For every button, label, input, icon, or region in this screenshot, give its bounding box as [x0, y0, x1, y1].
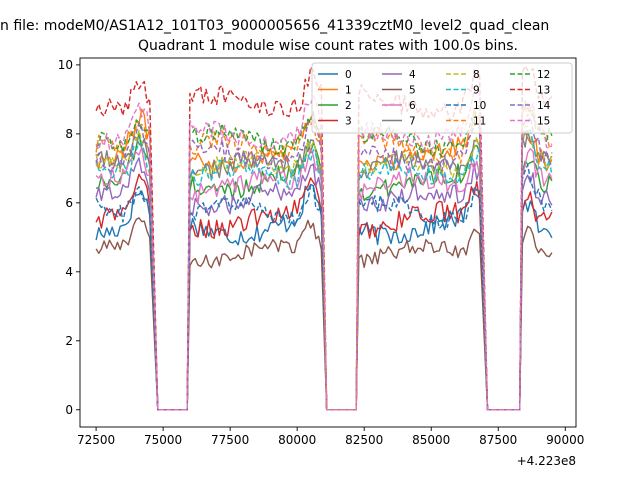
legend-label-15: 15 — [537, 116, 550, 128]
legend-label-1: 1 — [345, 85, 352, 97]
x-axis: 72500 75000 77500 80000 82500 85000 87500 90000 — [77, 427, 584, 447]
y-tick-label: 8 — [65, 127, 73, 141]
y-tick-label: 0 — [65, 403, 73, 417]
chart-title: Quadrant 1 module wise count rates with … — [138, 38, 518, 54]
x-tick-label: 85000 — [412, 433, 450, 447]
legend-label-11: 11 — [473, 116, 486, 128]
x-tick-label: 82500 — [345, 433, 383, 447]
legend-label-10: 10 — [473, 100, 486, 112]
series-line-14 — [95, 116, 553, 411]
legend-label-5: 5 — [409, 85, 416, 97]
y-tick-label: 10 — [58, 58, 73, 72]
legend-label-14: 14 — [537, 100, 551, 112]
x-offset-label: +4.223e8 — [517, 454, 576, 468]
legend-label-12: 12 — [537, 69, 550, 81]
series-layer — [95, 65, 553, 411]
x-tick-label: 77500 — [211, 433, 249, 447]
series-line-10 — [95, 164, 553, 411]
plot-frame — [79, 57, 577, 428]
x-tick-label: 75000 — [144, 433, 182, 447]
legend-box — [311, 62, 573, 134]
x-tick-label: 90000 — [546, 433, 584, 447]
y-tick-label: 4 — [65, 265, 73, 279]
legend-label-4: 4 — [409, 69, 416, 81]
legend-label-2: 2 — [345, 100, 352, 112]
x-tick-label: 72500 — [77, 433, 115, 447]
legend-label-3: 3 — [345, 116, 352, 128]
y-tick-label: 2 — [65, 334, 73, 348]
y-tick-label: 6 — [65, 196, 73, 210]
legend-label-8: 8 — [473, 69, 480, 81]
legend-label-9: 9 — [473, 85, 480, 97]
legend-label-6: 6 — [409, 100, 416, 112]
figure-suptitle: n file: modeM0/AS1A12_101T03_9000005656_… — [0, 18, 549, 34]
legend-label-7: 7 — [409, 116, 416, 128]
x-tick-label: 87500 — [479, 433, 517, 447]
legend-label-13: 13 — [537, 85, 550, 97]
y-axis: 0 2 4 6 8 10 — [58, 58, 80, 417]
x-tick-label: 80000 — [278, 433, 316, 447]
legend-label-0: 0 — [345, 69, 352, 81]
